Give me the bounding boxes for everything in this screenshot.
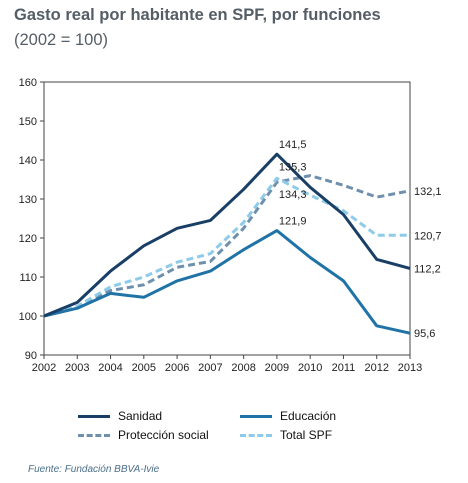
y-tick-label: 140 (19, 155, 37, 167)
x-tick-label: 2003 (65, 362, 89, 374)
legend-swatch-proteccion-social (78, 434, 110, 438)
x-tick-label: 2010 (298, 362, 322, 374)
data-label: 132,1 (414, 186, 442, 198)
legend-item-sanidad: Sanidad (78, 409, 162, 423)
source-note: Fuente: Fundación BBVA-Ivie (28, 464, 160, 475)
x-tick-label: 2005 (132, 362, 156, 374)
x-tick-label: 2013 (398, 362, 422, 374)
data-label: 121,9 (279, 216, 307, 228)
legend-swatch-educacion (240, 415, 272, 419)
legend-swatch-sanidad (78, 415, 110, 419)
legend-swatch-total-spf (240, 434, 272, 438)
x-tick-label: 2008 (231, 362, 255, 374)
y-tick-label: 160 (19, 77, 37, 89)
series-line-proteccion-social (43, 174, 411, 318)
series-line-sanidad (43, 152, 411, 318)
x-tick-label: 2012 (364, 362, 388, 374)
x-tick-label: 2007 (198, 362, 222, 374)
data-label: 95,6 (414, 328, 435, 340)
legend-label-educacion: Educación (280, 409, 337, 423)
chart-subtitle: (2002 = 100) (14, 31, 109, 49)
y-tick-label: 120 (19, 233, 37, 245)
x-tick-label: 2004 (98, 362, 122, 374)
y-tick-label: 100 (19, 311, 37, 323)
data-label: 112,2 (414, 263, 441, 275)
y-tick-label: 90 (25, 350, 37, 362)
data-label: 141,5 (279, 139, 307, 151)
y-tick-label: 110 (19, 272, 37, 284)
legend-label-proteccion-social: Protección social (118, 428, 209, 442)
chart-title: Gasto real por habitante en SPF, por fun… (14, 6, 381, 24)
data-label: 135,3 (279, 161, 307, 173)
legend-item-total-spf: Total SPF (240, 428, 332, 442)
legend-label-total-spf: Total SPF (280, 428, 333, 442)
x-tick-label: 2002 (32, 362, 56, 374)
data-label: 134,3 (279, 189, 307, 201)
y-tick-label: 130 (19, 194, 37, 206)
x-tick-label: 2011 (332, 362, 356, 374)
legend-item-educacion: Educación (240, 409, 336, 423)
legend-item-proteccion-social: Protección social (78, 428, 209, 442)
x-tick-label: 2006 (165, 362, 189, 374)
plot-frame (43, 81, 411, 356)
x-tick-label: 2009 (265, 362, 289, 374)
series-line-total-spf (43, 176, 410, 318)
data-label: 120,7 (414, 230, 442, 242)
legend-label-sanidad: Sanidad (118, 409, 163, 423)
series-line-educacion (43, 229, 411, 335)
y-tick-label: 150 (19, 116, 37, 128)
